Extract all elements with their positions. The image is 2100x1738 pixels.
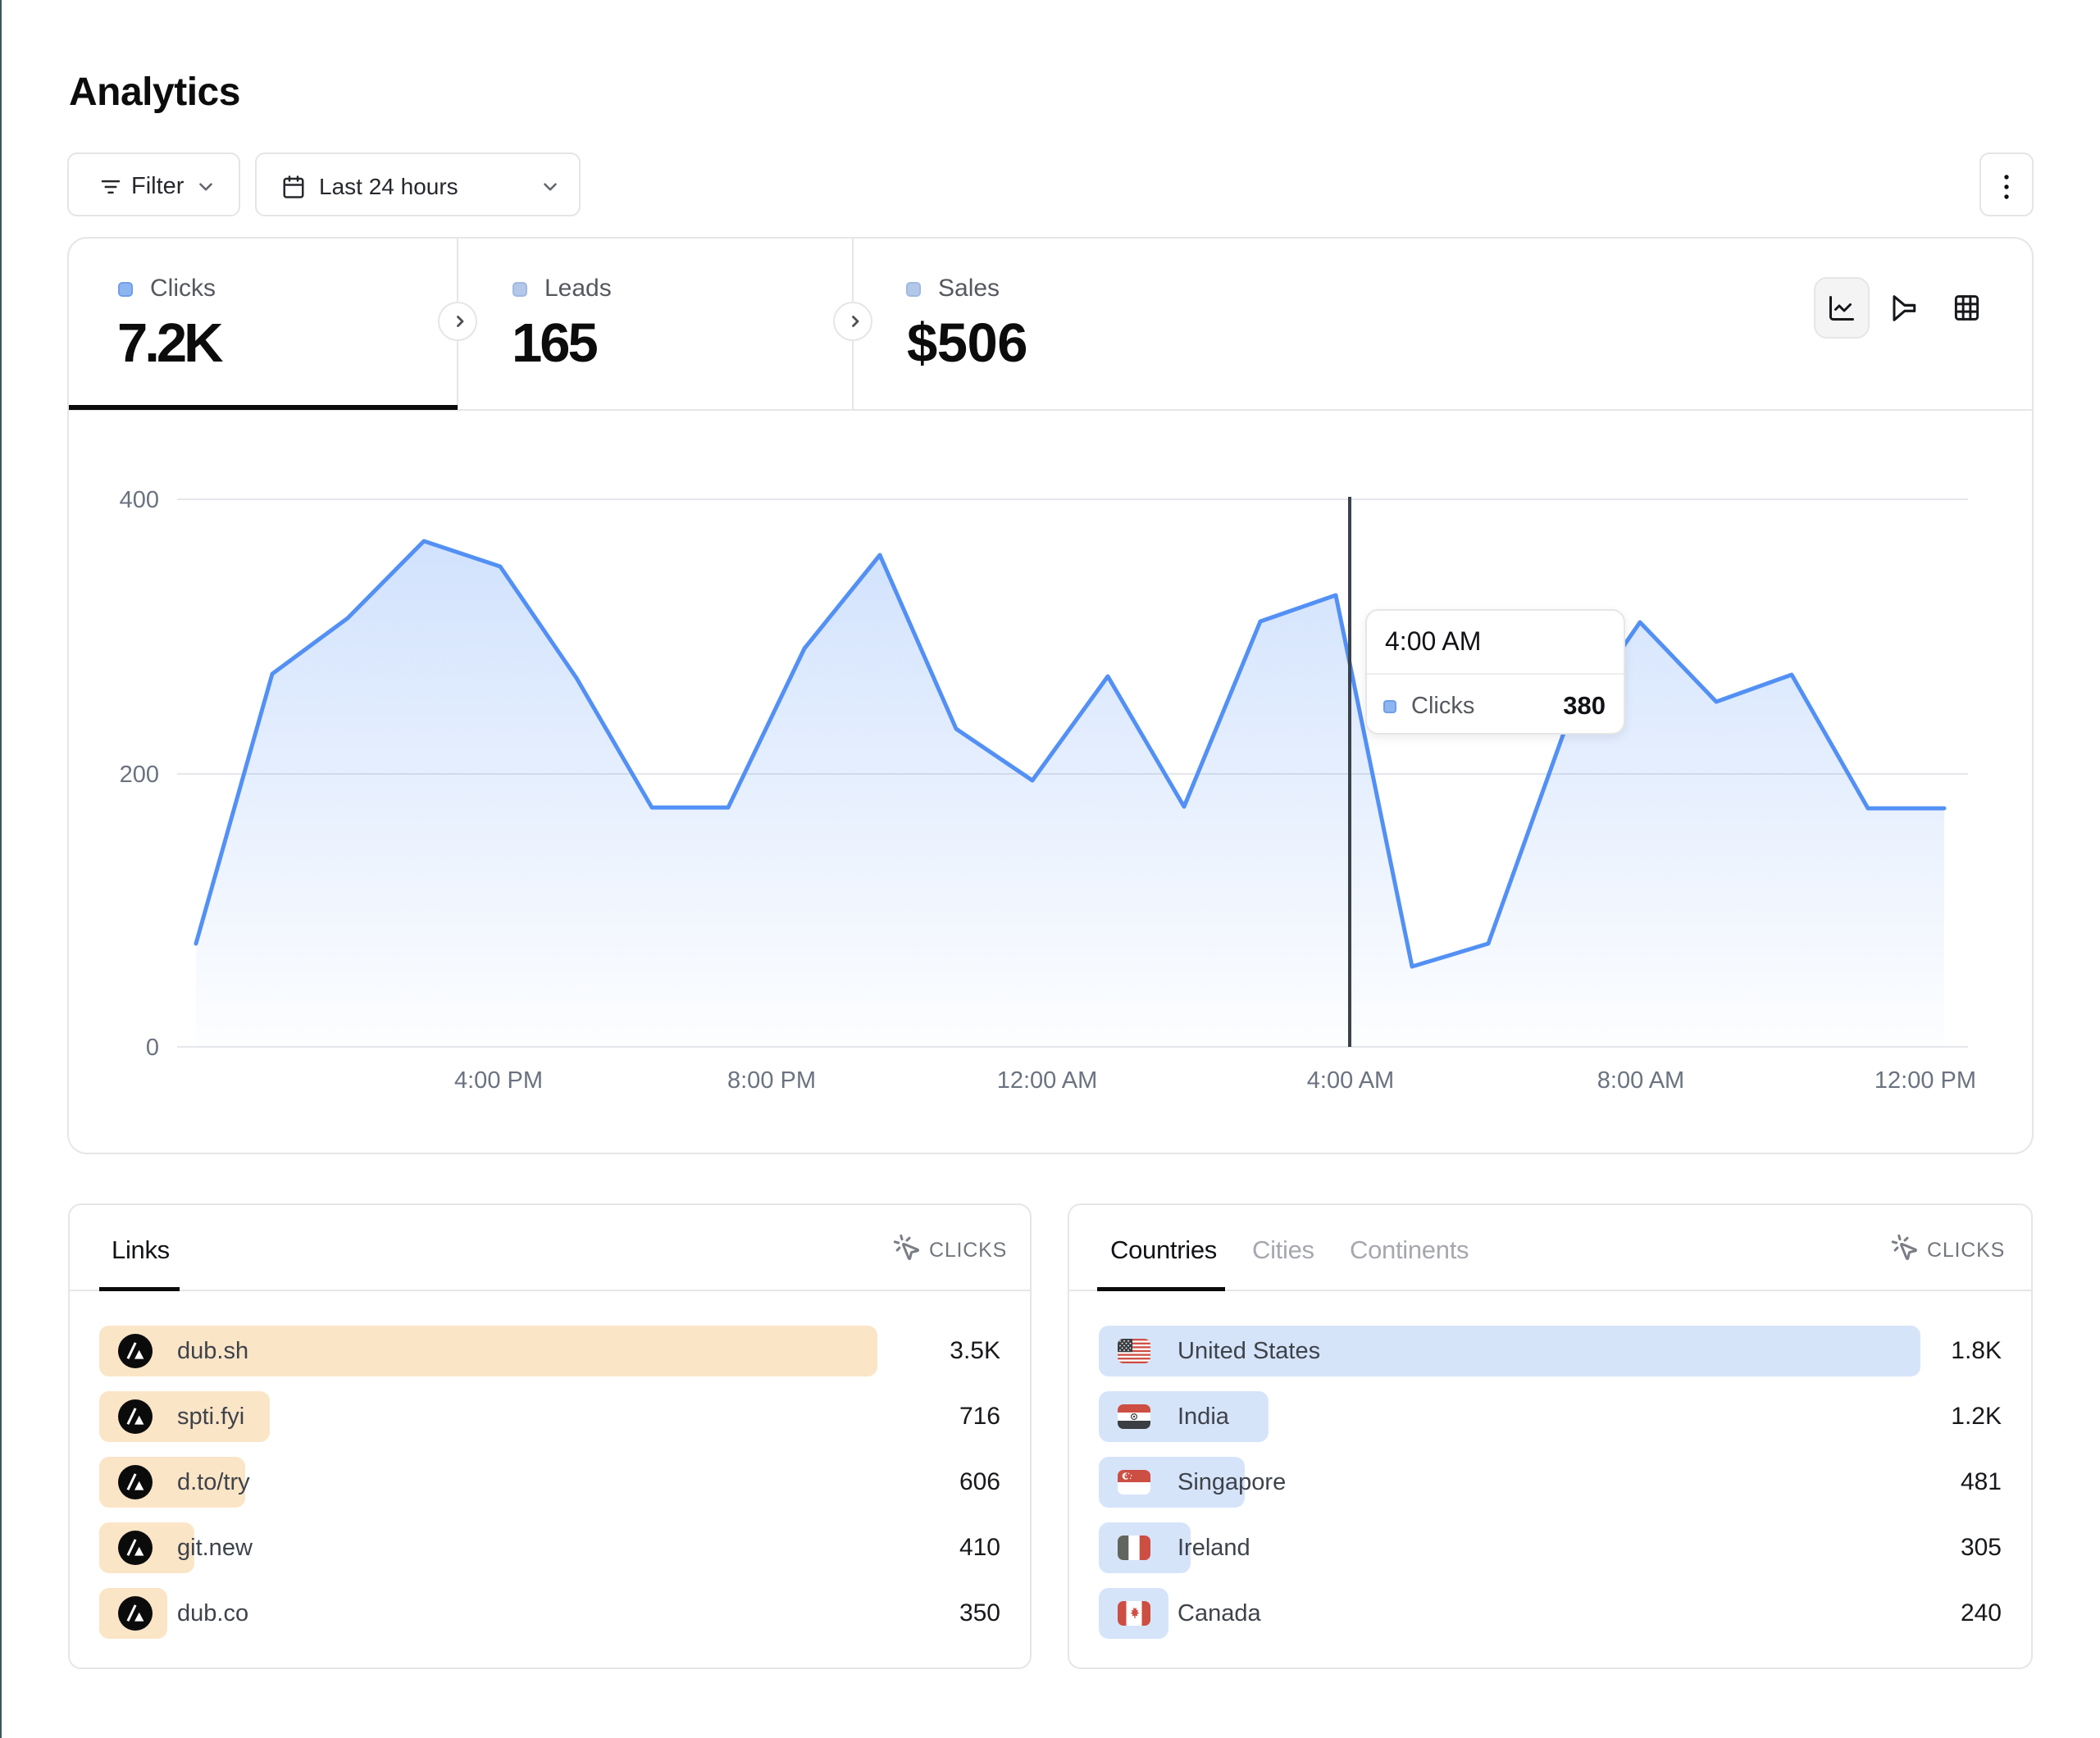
svg-text:400: 400	[120, 487, 159, 513]
svg-text:200: 200	[120, 762, 159, 788]
svg-text:0: 0	[146, 1035, 159, 1061]
svg-text:4:00 PM: 4:00 PM	[454, 1067, 543, 1094]
svg-text:12:00 PM: 12:00 PM	[1875, 1067, 1976, 1094]
svg-text:4:00 AM: 4:00 AM	[1307, 1067, 1394, 1094]
svg-text:12:00 AM: 12:00 AM	[997, 1067, 1098, 1094]
svg-text:8:00 PM: 8:00 PM	[727, 1067, 816, 1094]
svg-text:8:00 AM: 8:00 AM	[1597, 1067, 1684, 1094]
